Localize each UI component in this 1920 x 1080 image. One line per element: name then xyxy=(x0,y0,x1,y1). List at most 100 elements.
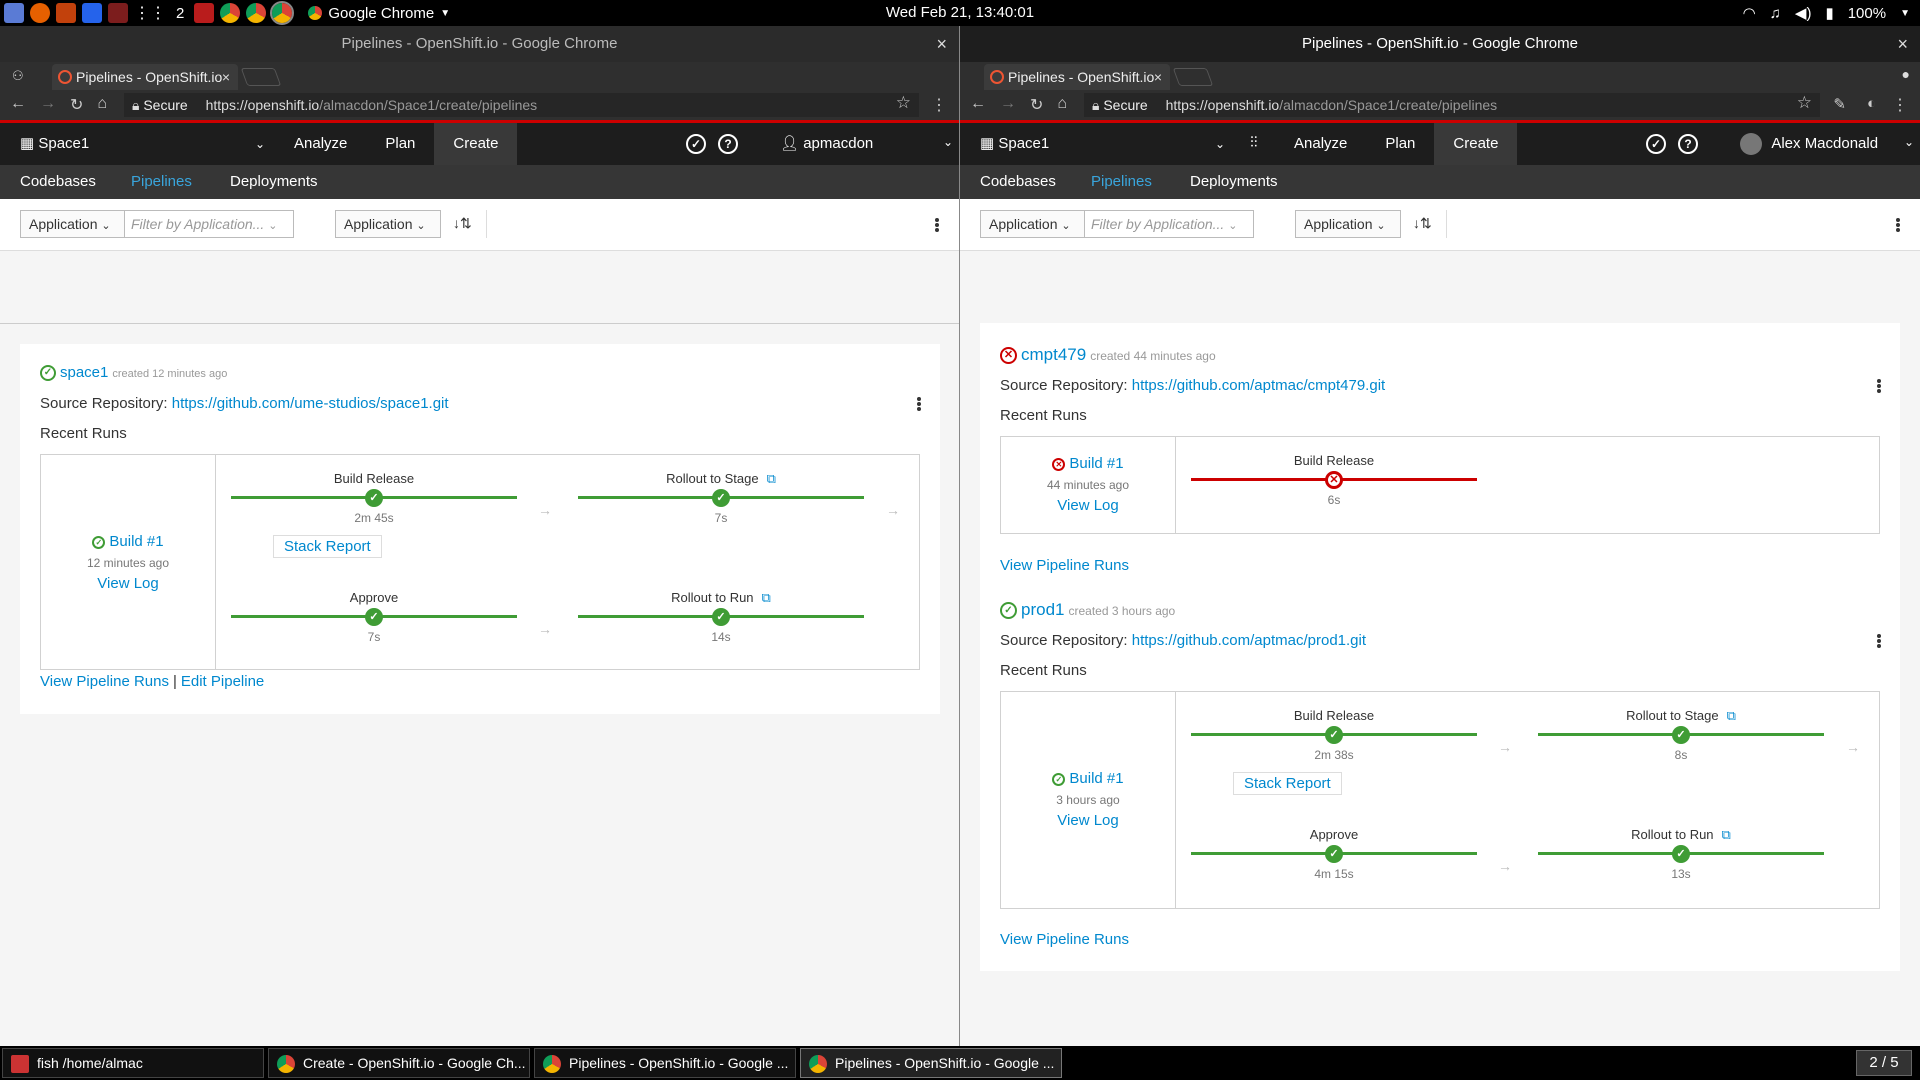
browser-menu-icon[interactable]: ⋮ xyxy=(1892,97,1908,114)
pipeline-kebab-icon[interactable] xyxy=(917,397,921,411)
chevron-down-icon[interactable]: ▼ xyxy=(440,7,451,19)
chrome-icon[interactable] xyxy=(220,3,241,23)
view-log-link[interactable]: View Log xyxy=(1057,497,1119,514)
new-tab-button[interactable] xyxy=(240,68,282,86)
edit-pipeline-link[interactable]: Edit Pipeline xyxy=(180,673,265,690)
back-icon[interactable]: ← xyxy=(970,95,986,112)
close-window-icon[interactable]: × xyxy=(936,34,947,54)
stack-report-button[interactable]: Stack Report xyxy=(273,535,382,558)
sliders-icon[interactable]: ⫶⫶ xyxy=(1250,134,1258,151)
chevron-down-icon[interactable]: ▼ xyxy=(1900,7,1910,19)
reload-icon[interactable]: ↻ xyxy=(1030,97,1044,114)
external-link-icon[interactable]: ⧉ xyxy=(761,590,771,605)
view-log-link[interactable]: View Log xyxy=(97,575,159,592)
taskbar-item-chrome[interactable]: Pipelines - OpenShift.io - Google ... xyxy=(534,1048,796,1078)
url-field[interactable]: 🔒︎ Secure https://openshift.io/almacdon/… xyxy=(1084,93,1820,117)
repo-link[interactable]: https://github.com/ume-studios/space1.gi… xyxy=(171,395,449,412)
nav-analyze[interactable]: Analyze xyxy=(1294,135,1348,152)
filter-type-select[interactable]: Application ⌄ xyxy=(980,210,1085,238)
browser-tab[interactable]: Pipelines - OpenShift.io × xyxy=(984,64,1170,90)
view-pipeline-runs-link[interactable]: View Pipeline Runs xyxy=(1000,931,1129,948)
chrome-icon[interactable] xyxy=(246,3,267,23)
calendar-icon[interactable] xyxy=(108,3,128,23)
toolbar-kebab-icon[interactable] xyxy=(935,218,939,232)
chevron-down-icon[interactable]: ⌄ xyxy=(1903,135,1914,149)
home-icon[interactable]: ⌂ xyxy=(1057,95,1068,112)
bookmark-star-icon[interactable]: ☆ xyxy=(1796,93,1812,112)
sort-direction-icon[interactable]: ↓⇅ xyxy=(1413,215,1432,231)
close-window-icon[interactable]: × xyxy=(1897,34,1908,54)
external-link-icon[interactable]: ⧉ xyxy=(1726,708,1736,723)
bookmark-star-icon[interactable]: ☆ xyxy=(895,93,911,112)
reload-icon[interactable]: ↻ xyxy=(70,97,84,114)
close-tab-icon[interactable]: × xyxy=(221,69,230,85)
extension-icon[interactable]: ◐ xyxy=(1866,95,1876,112)
space-selector[interactable]: ▦ Space1 ⌄ xyxy=(980,123,1225,165)
sort-direction-icon[interactable]: ↓⇅ xyxy=(453,215,472,231)
profile-icon[interactable]: ● xyxy=(1901,66,1910,82)
help-icon[interactable]: ? xyxy=(1678,134,1698,154)
close-app-icon[interactable] xyxy=(56,3,76,23)
check-status-icon[interactable]: ✓ xyxy=(1646,134,1666,154)
tab-deployments[interactable]: Deployments xyxy=(230,173,318,190)
new-tab-button[interactable] xyxy=(1172,68,1214,86)
battery-icon[interactable]: ▮ xyxy=(1825,5,1834,22)
url-field[interactable]: 🔒︎ Secure https://openshift.io/almacdon/… xyxy=(124,93,919,117)
pipeline-name-link[interactable]: cmpt479 xyxy=(1021,345,1087,364)
extension-icon[interactable]: ✎ xyxy=(1833,96,1846,113)
browser-menu-icon[interactable]: ⋮ xyxy=(931,97,947,114)
stack-report-button[interactable]: Stack Report xyxy=(1233,772,1342,795)
view-pipeline-runs-link[interactable]: View Pipeline Runs xyxy=(40,673,169,690)
space-selector[interactable]: ▦ Space1 ⌄ xyxy=(20,123,265,165)
help-icon[interactable]: ? xyxy=(718,134,738,154)
pipeline-name-link[interactable]: prod1 xyxy=(1021,600,1065,619)
vscode-icon[interactable] xyxy=(82,3,102,23)
home-icon[interactable]: ⌂ xyxy=(97,95,108,112)
sort-type-select[interactable]: Application ⌄ xyxy=(1295,210,1401,238)
window-titlebar[interactable]: Pipelines - OpenShift.io - Google Chrome… xyxy=(960,26,1920,62)
user-menu[interactable]: Alex Macdonald xyxy=(1740,123,1878,165)
tab-codebases[interactable]: Codebases xyxy=(980,173,1056,190)
nav-analyze[interactable]: Analyze xyxy=(294,135,348,152)
workspace-indicator[interactable]: 2 / 5 xyxy=(1856,1050,1912,1076)
terminal-icon[interactable] xyxy=(194,3,215,23)
user-menu[interactable]: 👤︎ apmacdon xyxy=(780,123,873,165)
wifi-icon[interactable]: ◠ xyxy=(1742,5,1756,22)
window-titlebar[interactable]: Pipelines - OpenShift.io - Google Chrome… xyxy=(0,26,959,62)
nav-create[interactable]: Create xyxy=(434,123,518,165)
sort-type-select[interactable]: Application ⌄ xyxy=(335,210,441,238)
chrome-icon[interactable] xyxy=(270,1,295,25)
bell-icon[interactable]: ♫ xyxy=(1769,4,1781,22)
repo-link[interactable]: https://github.com/aptmac/cmpt479.git xyxy=(1131,377,1386,394)
check-status-icon[interactable]: ✓ xyxy=(686,134,706,154)
close-tab-icon[interactable]: × xyxy=(1153,69,1162,85)
pipeline-kebab-icon[interactable] xyxy=(1877,379,1881,393)
build-link[interactable]: ✕ Build #1 xyxy=(1001,455,1175,472)
clock[interactable]: Wed Feb 21, 13:40:01 xyxy=(885,4,1035,21)
chevron-down-icon[interactable]: ⌄ xyxy=(942,135,953,149)
view-pipeline-runs-link[interactable]: View Pipeline Runs xyxy=(1000,557,1129,574)
browser-tab[interactable]: Pipelines - OpenShift.io × xyxy=(52,64,238,90)
filter-input[interactable]: Filter by Application... ⌄ xyxy=(1084,210,1254,238)
build-link[interactable]: ✓ Build #1 xyxy=(1001,770,1175,787)
tab-pipelines[interactable]: Pipelines xyxy=(131,173,192,190)
filter-type-select[interactable]: Application ⌄ xyxy=(20,210,125,238)
pipeline-kebab-icon[interactable] xyxy=(1877,634,1881,648)
build-link[interactable]: ✓ Build #1 xyxy=(41,533,215,550)
grid-apps-icon[interactable]: ⋮⋮ xyxy=(134,5,166,22)
pipeline-name-link[interactable]: space1 xyxy=(60,364,109,381)
taskbar-item-terminal[interactable]: fish /home/almac xyxy=(2,1048,264,1078)
nav-plan[interactable]: Plan xyxy=(1385,135,1416,152)
files-app-icon[interactable] xyxy=(4,3,24,23)
repo-link[interactable]: https://github.com/aptmac/prod1.git xyxy=(1131,632,1367,649)
firefox-icon[interactable] xyxy=(30,3,50,23)
external-link-icon[interactable]: ⧉ xyxy=(1721,827,1731,842)
toolbar-kebab-icon[interactable] xyxy=(1896,218,1900,232)
taskbar-item-chrome[interactable]: Create - OpenShift.io - Google Ch... xyxy=(268,1048,530,1078)
forward-icon[interactable]: → xyxy=(1000,95,1016,112)
volume-icon[interactable]: ◀) xyxy=(1794,5,1812,22)
back-icon[interactable]: ← xyxy=(10,95,26,112)
tab-codebases[interactable]: Codebases xyxy=(20,173,96,190)
nav-plan[interactable]: Plan xyxy=(385,135,416,152)
taskbar-item-chrome-active[interactable]: Pipelines - OpenShift.io - Google ... xyxy=(800,1048,1062,1078)
